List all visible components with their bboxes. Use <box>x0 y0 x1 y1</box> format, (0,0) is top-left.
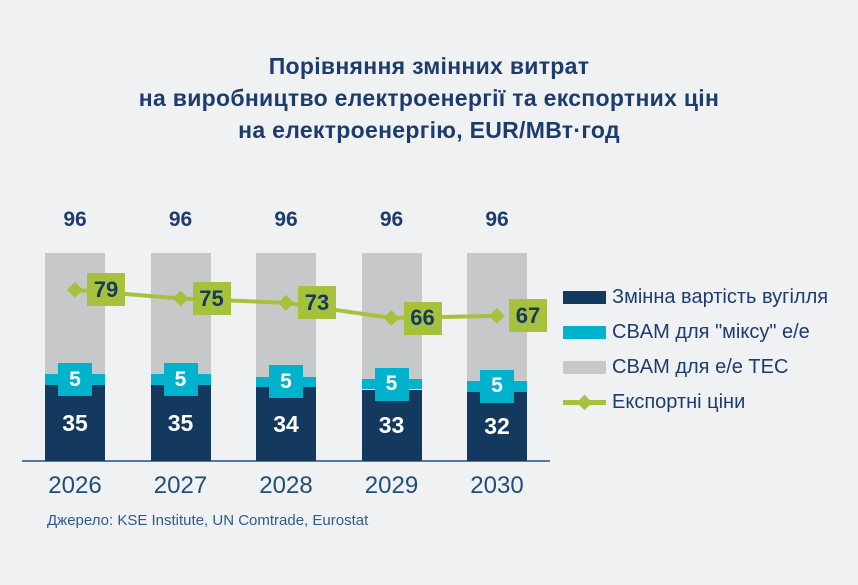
total-value-label-2030: 96 <box>485 208 509 231</box>
total-value-label-2029: 96 <box>379 208 404 231</box>
total-value-label-2028: 96 <box>274 208 298 231</box>
chart-title: Порівняння змінних витрат на виробництво… <box>0 50 858 146</box>
coal-value-label-2026: 35 <box>62 409 88 436</box>
x-axis-label-2029: 2029 <box>364 472 419 499</box>
legend-swatch-icon <box>563 326 606 339</box>
x-axis-line <box>22 460 550 462</box>
export-price-label-2029: 66 <box>403 301 442 335</box>
legend: Змінна вартість вугілля CBAM для "міксу" … <box>563 280 828 420</box>
legend-item-label: CBAM для е/е ТЕС <box>612 356 789 378</box>
legend-diamond <box>576 394 593 411</box>
bar-segment-coal-2028 <box>256 387 316 461</box>
legend-swatch-icon <box>563 291 606 304</box>
bar-segment-coal-2026 <box>45 385 105 461</box>
cbam-mix-value-label-2026: 5 <box>58 363 92 397</box>
bar-segment-coal-2027 <box>150 385 211 461</box>
legend-item-label: CBAM для "міксу" е/е <box>612 321 810 343</box>
x-axis-label-2030: 2030 <box>470 472 524 499</box>
total-value-label-2027: 96 <box>168 208 193 231</box>
legend-item-label: Експортні ціни <box>612 391 746 413</box>
legend-item-1: CBAM для "міксу" е/е <box>563 315 828 350</box>
chart-title-line1: Порівняння змінних витрат <box>268 53 590 79</box>
coal-value-label-2030: 32 <box>484 412 510 439</box>
export-price-label-2028: 73 <box>298 286 336 320</box>
coal-value-label-2027: 35 <box>167 409 194 436</box>
export-price-label-2027: 75 <box>192 282 231 315</box>
legend-swatch-icon <box>563 361 606 374</box>
cbam-mix-value-label-2027: 5 <box>163 363 198 397</box>
bar-segment-coal-2030 <box>467 391 527 461</box>
x-axis-label-2026: 2026 <box>48 472 102 499</box>
coal-value-label-2028: 34 <box>273 410 299 437</box>
export-price-label-2030: 67 <box>509 299 547 333</box>
cbam-mix-value-label-2028: 5 <box>269 365 303 399</box>
export-price-label-2026: 79 <box>87 273 125 307</box>
cbam-mix-value-label-2030: 5 <box>480 369 514 403</box>
x-axis-label-2027: 2027 <box>153 472 208 499</box>
cbam-mix-value-label-2029: 5 <box>374 367 409 401</box>
bar-segment-cbam-tpp-2026 <box>45 253 105 375</box>
legend-item-0: Змінна вартість вугілля <box>563 280 828 315</box>
legend-item-3: Експортні ціни <box>563 385 828 420</box>
bar-segment-coal-2029 <box>361 389 422 461</box>
chart-title-line3: на електроенергію, EUR/МВт·год <box>238 117 620 143</box>
total-value-label-2026: 96 <box>63 208 87 231</box>
x-axis-label-2028: 2028 <box>259 472 313 499</box>
legend-item-2: CBAM для е/е ТЕС <box>563 350 828 385</box>
chart-title-line2: на виробництво електроенергії та експорт… <box>138 85 720 111</box>
source-note: Джерело: KSE Institute, UN Comtrade, Eur… <box>47 512 369 529</box>
legend-line-diamond-icon <box>563 394 606 411</box>
coal-value-label-2029: 33 <box>378 411 405 438</box>
legend-item-label: Змінна вартість вугілля <box>612 286 829 308</box>
